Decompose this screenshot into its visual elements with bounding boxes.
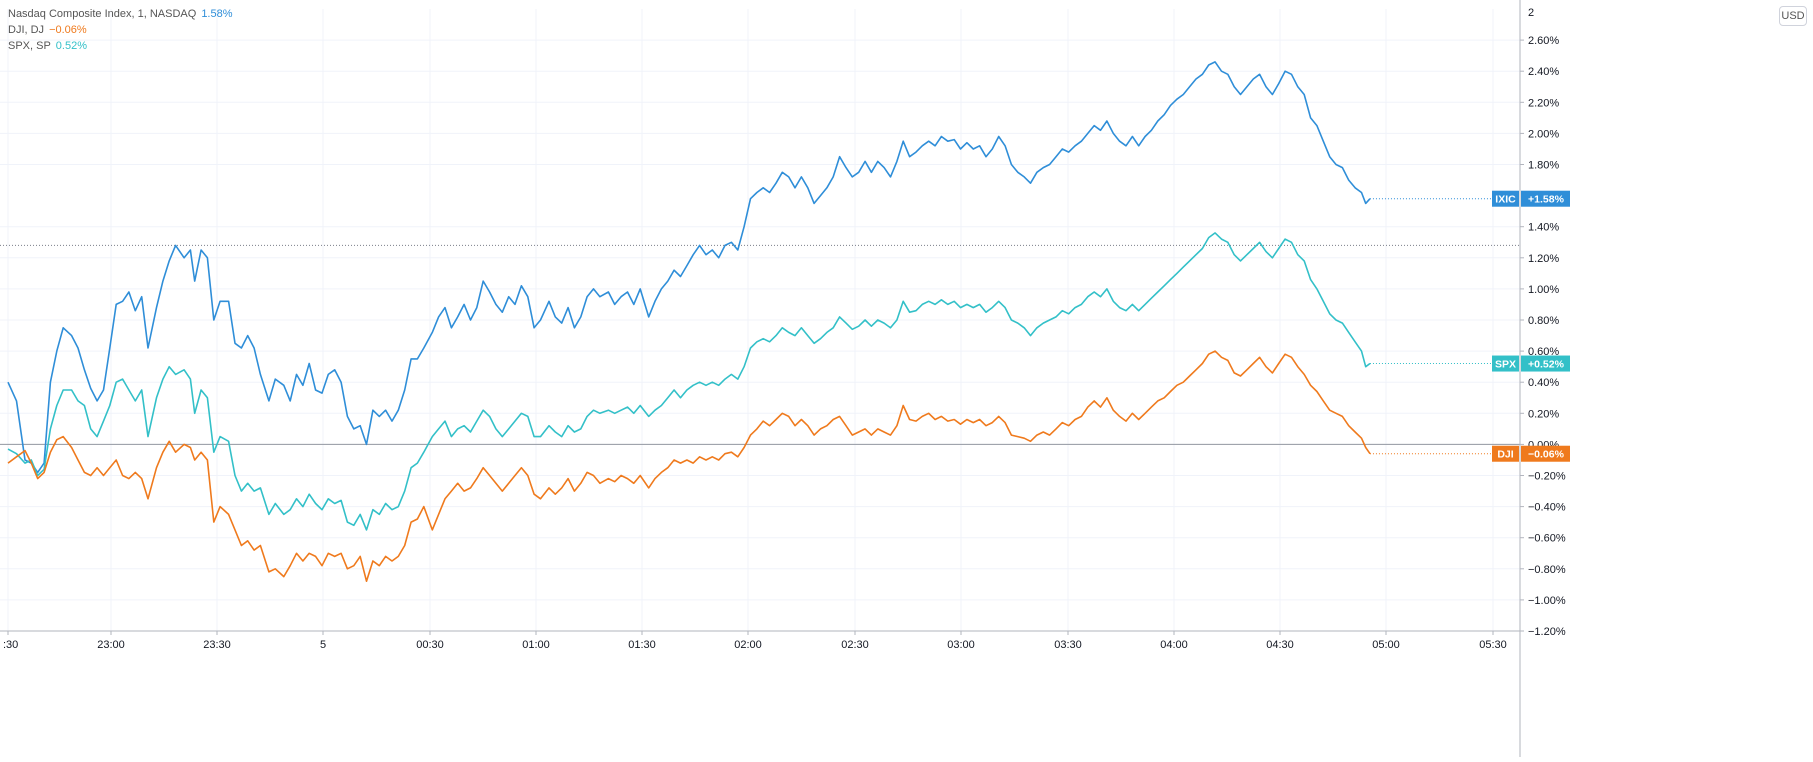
legend-row-ixic[interactable]: Nasdaq Composite Index, 1, NASDAQ 1.58% — [8, 6, 233, 22]
value-badge — [1521, 445, 1570, 462]
y-tick-label-partial: 2 — [1528, 7, 1534, 19]
x-tick-label: 01:30 — [628, 639, 656, 651]
ticker-badge — [1492, 190, 1519, 207]
x-tick-label: 02:00 — [734, 639, 762, 651]
x-tick-label: 04:30 — [1266, 639, 1294, 651]
y-tick-label: −1.20% — [1528, 626, 1566, 638]
y-tick-label: −0.60% — [1528, 533, 1566, 545]
x-tick-label: 00:30 — [416, 639, 444, 651]
x-tick-label: 03:00 — [947, 639, 975, 651]
y-tick-label: 2.60% — [1528, 35, 1559, 47]
x-tick-label: 04:00 — [1160, 639, 1188, 651]
value-badge — [1521, 355, 1570, 372]
x-tick-label: 05:00 — [1372, 639, 1400, 651]
legend-row-spx[interactable]: SPX, SP 0.52% — [8, 38, 233, 54]
y-tick-label: 1.80% — [1528, 160, 1559, 172]
ticker-badge — [1492, 445, 1519, 462]
y-tick-label: 1.40% — [1528, 222, 1559, 234]
legend-value: 0.52% — [55, 40, 87, 52]
x-tick-label: 05:30 — [1479, 639, 1507, 651]
y-tick-label: 0.40% — [1528, 377, 1559, 389]
y-tick-label: 2.20% — [1528, 97, 1559, 109]
x-tick-label: :30 — [3, 639, 18, 651]
y-tick-label: −0.40% — [1528, 502, 1566, 514]
x-tick-label: 5 — [320, 639, 326, 651]
series-line-dji — [7, 350, 1371, 582]
legend-value: −0.06% — [49, 24, 87, 36]
value-badge — [1521, 190, 1570, 207]
series-layer — [7, 61, 1520, 582]
y-tick-label: 1.20% — [1528, 253, 1559, 265]
legend-label: SPX, SP — [8, 40, 51, 52]
series-line-ixic — [7, 61, 1371, 474]
y-tick-label: −0.80% — [1528, 564, 1566, 576]
y-tick-label: −0.20% — [1528, 471, 1566, 483]
y-tick-label: 1.00% — [1528, 284, 1559, 296]
legend-label: DJI, DJ — [8, 24, 45, 36]
legend: Nasdaq Composite Index, 1, NASDAQ 1.58% D… — [8, 6, 233, 54]
y-tick-label: 0.80% — [1528, 315, 1559, 327]
value-badge-label: +1.58% — [1528, 194, 1565, 206]
y-tick-label: −1.00% — [1528, 595, 1566, 607]
legend-row-dji[interactable]: DJI, DJ −0.06% — [8, 22, 233, 38]
ticker-badge-label: IXIC — [1495, 194, 1516, 206]
value-badge-label: −0.06% — [1528, 449, 1565, 461]
price-badges: IXIC +1.58% SPX +0.52% DJI −0.06% — [1492, 190, 1570, 462]
y-tick-label: 2.40% — [1528, 66, 1559, 78]
x-tick-label: 23:30 — [203, 639, 231, 651]
x-tick-label: 03:30 — [1054, 639, 1082, 651]
value-badge-label: +0.52% — [1528, 359, 1565, 371]
ticker-badge-label: DJI — [1497, 449, 1513, 461]
ticker-badge-label: SPX — [1495, 359, 1516, 371]
ticker-badge — [1492, 355, 1519, 372]
legend-value: 1.58% — [201, 8, 233, 20]
grid-layer — [0, 9, 1520, 632]
y-tick-label: 0.20% — [1528, 408, 1559, 420]
x-tick-label: 23:00 — [97, 639, 125, 651]
reference-lines — [0, 244, 1520, 445]
series-line-spx — [7, 232, 1371, 531]
axes: 2.60% 2.40% 2.20% 2.00% 1.80% 1.40% 1.20% 1.00%… — [0, 0, 1566, 757]
y-tick-label: 0.60% — [1528, 346, 1559, 358]
currency-button[interactable]: USD — [1779, 6, 1807, 26]
legend-label: Nasdaq Composite Index, 1, NASDAQ — [8, 8, 197, 20]
x-tick-label: 02:30 — [841, 639, 869, 651]
y-tick-label: 2.00% — [1528, 128, 1559, 140]
x-tick-label: 01:00 — [522, 639, 550, 651]
